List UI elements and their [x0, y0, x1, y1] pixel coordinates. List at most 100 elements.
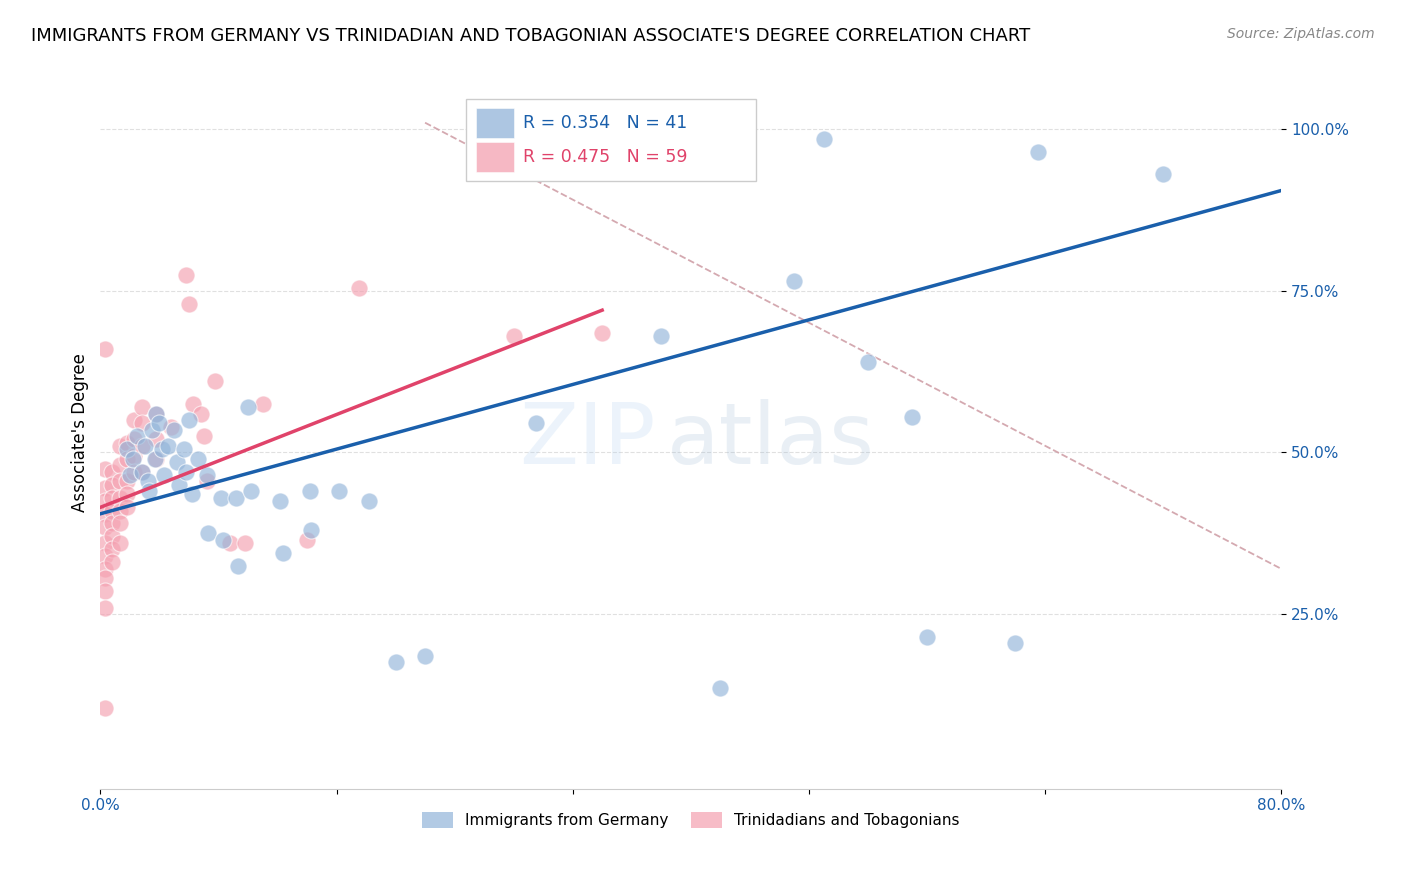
Point	[298, 484, 321, 499]
Point	[131, 465, 153, 479]
Text: Source: ZipAtlas.com: Source: ZipAtlas.com	[1227, 27, 1375, 41]
Point	[239, 484, 262, 499]
Point	[94, 584, 117, 599]
Point	[212, 533, 235, 547]
Point	[143, 451, 166, 466]
Point	[193, 429, 215, 443]
Point	[115, 500, 138, 515]
Point	[606, 164, 628, 178]
Point	[167, 477, 190, 491]
Point	[195, 475, 218, 489]
Point	[115, 435, 138, 450]
Point	[94, 481, 117, 495]
Point	[195, 468, 218, 483]
Point	[252, 397, 274, 411]
Point	[101, 503, 124, 517]
Point	[209, 491, 232, 505]
Point	[131, 400, 153, 414]
Point	[1152, 168, 1174, 182]
Point	[115, 487, 138, 501]
Point	[101, 491, 124, 505]
Point	[1026, 145, 1049, 159]
Point	[115, 475, 138, 489]
Point	[94, 507, 117, 521]
Point	[145, 433, 167, 447]
Point	[94, 461, 117, 475]
Point	[134, 439, 156, 453]
Point	[108, 475, 131, 489]
Point	[148, 417, 170, 431]
Point	[357, 494, 380, 508]
Text: R = 0.475   N = 59: R = 0.475 N = 59	[523, 148, 688, 166]
Point	[183, 397, 205, 411]
Point	[115, 442, 138, 457]
Point	[177, 296, 200, 310]
Point	[153, 468, 176, 483]
Text: ZIP: ZIP	[519, 399, 655, 482]
Point	[118, 468, 141, 483]
Point	[160, 419, 183, 434]
Point	[131, 417, 153, 431]
Point	[157, 439, 180, 453]
Point	[124, 449, 146, 463]
Point	[124, 433, 146, 447]
Point	[136, 475, 159, 489]
Point	[101, 555, 124, 569]
Point	[138, 484, 160, 499]
Point	[94, 600, 117, 615]
Point	[166, 455, 188, 469]
FancyBboxPatch shape	[475, 142, 513, 172]
Point	[124, 465, 146, 479]
Point	[145, 407, 167, 421]
Point	[384, 656, 406, 670]
Point	[124, 413, 146, 427]
Point	[413, 648, 436, 663]
Point	[108, 503, 131, 517]
Point	[813, 132, 835, 146]
Point	[856, 355, 879, 369]
Point	[502, 329, 524, 343]
Point	[174, 268, 197, 282]
Point	[94, 494, 117, 508]
Point	[150, 442, 173, 457]
Point	[187, 451, 209, 466]
Point	[295, 533, 318, 547]
Text: atlas: atlas	[666, 399, 875, 482]
Point	[108, 458, 131, 473]
Point	[101, 529, 124, 543]
Point	[94, 700, 117, 714]
Point	[233, 536, 256, 550]
Point	[101, 465, 124, 479]
Point	[121, 451, 143, 466]
Point	[347, 280, 370, 294]
Point	[173, 442, 195, 457]
Point	[108, 516, 131, 531]
Point	[163, 423, 186, 437]
Point	[709, 681, 731, 696]
Point	[225, 491, 247, 505]
Point	[101, 516, 124, 531]
Text: IMMIGRANTS FROM GERMANY VS TRINIDADIAN AND TOBAGONIAN ASSOCIATE'S DEGREE CORRELA: IMMIGRANTS FROM GERMANY VS TRINIDADIAN A…	[31, 27, 1031, 45]
Point	[328, 484, 350, 499]
Point	[127, 429, 149, 443]
Point	[197, 526, 219, 541]
Point	[94, 342, 117, 356]
Point	[108, 536, 131, 550]
Text: R = 0.354   N = 41: R = 0.354 N = 41	[523, 114, 688, 132]
Point	[94, 562, 117, 576]
Point	[131, 439, 153, 453]
Point	[180, 487, 202, 501]
Point	[204, 374, 226, 388]
Point	[901, 409, 924, 424]
Point	[591, 326, 613, 340]
Point	[236, 400, 259, 414]
Point	[219, 536, 242, 550]
Point	[108, 439, 131, 453]
Point	[299, 523, 322, 537]
Point	[226, 558, 249, 573]
Point	[273, 545, 295, 559]
FancyBboxPatch shape	[467, 99, 755, 180]
Y-axis label: Associate's Degree: Associate's Degree	[72, 353, 89, 512]
Point	[174, 465, 197, 479]
Point	[915, 630, 938, 644]
